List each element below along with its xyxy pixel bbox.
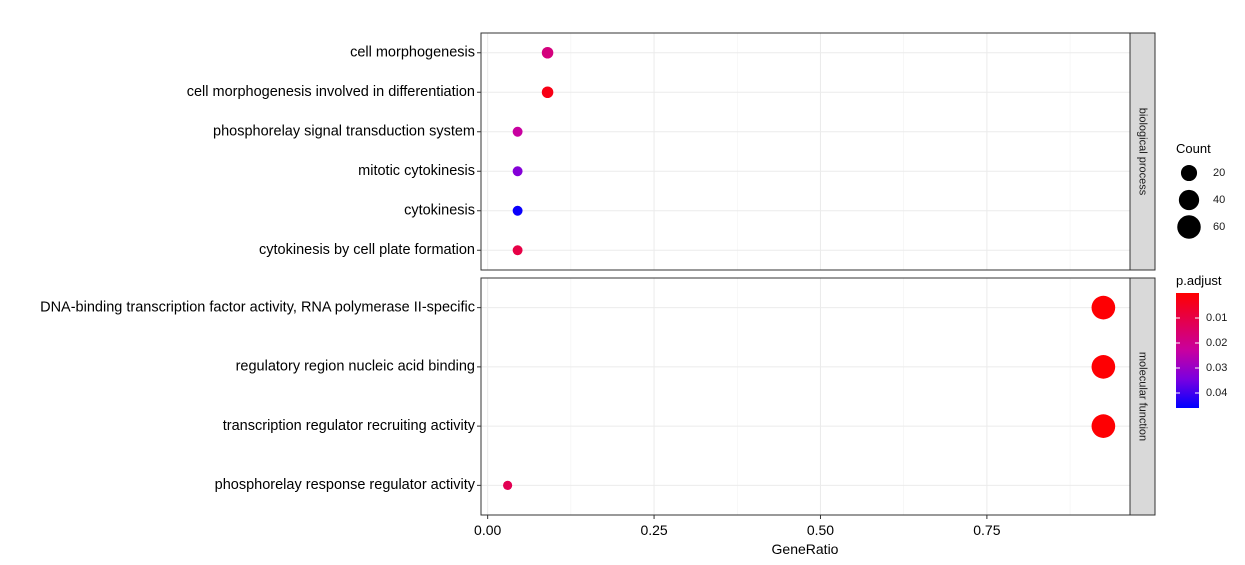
padj-colorbar — [1176, 293, 1199, 408]
data-point — [541, 46, 554, 59]
facet-panels: biological process cell morphogenesis cell… — [40, 32, 1156, 516]
facet-strip-label: molecular function — [1137, 352, 1149, 441]
facet-panel: biological process cell morphogenesis cell… — [187, 32, 1156, 271]
panel-border — [480, 277, 1131, 516]
count-legend-label: 20 — [1213, 167, 1225, 179]
facet-panel: molecular function DNA-binding transcript… — [40, 277, 1156, 516]
count-legend-dot — [1178, 189, 1200, 211]
panel-border — [480, 32, 1131, 271]
y-tick-label: cell morphogenesis involved in different… — [187, 84, 475, 100]
x-tick-label: 0.50 — [807, 522, 834, 538]
data-point — [1091, 355, 1116, 379]
data-point — [1091, 295, 1116, 320]
count-legend-entries: 20 40 60 — [1177, 164, 1225, 239]
padj-legend-ticks: 0.01 0.02 0.03 0.04 — [1176, 312, 1227, 399]
count-legend-dot — [1180, 164, 1198, 182]
y-tick-label: phosphorelay response regulator activity — [215, 477, 476, 493]
facet-strip — [1129, 277, 1156, 516]
x-tick-label: 0.00 — [474, 522, 501, 538]
padj-legend-label: 0.01 — [1206, 312, 1227, 324]
padj-legend-label: 0.04 — [1206, 387, 1227, 399]
padj-legend-label: 0.02 — [1206, 337, 1227, 349]
data-point — [541, 86, 554, 99]
y-tick-label: mitotic cytokinesis — [358, 163, 475, 179]
count-legend-title: Count — [1176, 141, 1211, 156]
data-point — [512, 166, 523, 177]
count-legend-dot — [1177, 215, 1201, 239]
padj-legend-title: p.adjust — [1176, 273, 1222, 288]
y-tick-label: cytokinesis — [404, 203, 475, 219]
count-legend-label: 60 — [1213, 221, 1225, 233]
x-axis: GeneRatio 0.00 0.25 0.50 0.75 — [474, 515, 1001, 557]
y-tick-label: transcription regulator recruiting activ… — [223, 418, 476, 434]
y-tick-label: DNA-binding transcription factor activit… — [40, 299, 475, 315]
data-point — [1091, 414, 1116, 438]
y-tick-label: regulatory region nucleic acid binding — [236, 359, 475, 375]
padj-legend-label: 0.03 — [1206, 362, 1227, 374]
data-point — [512, 126, 523, 137]
y-tick-label: cell morphogenesis — [350, 45, 475, 61]
legend: Count 20 40 60 p.adjust 0.01 0.02 0.03 0.04 — [1176, 141, 1227, 408]
data-point — [512, 245, 523, 256]
facet-strip — [1129, 32, 1156, 271]
y-tick-label: phosphorelay signal transduction system — [213, 124, 475, 140]
count-legend-label: 40 — [1213, 194, 1225, 206]
facet-strip-label: biological process — [1137, 108, 1149, 196]
x-tick-label: 0.75 — [973, 522, 1000, 538]
x-axis-title: GeneRatio — [772, 541, 839, 557]
x-tick-label: 0.25 — [640, 522, 667, 538]
data-point — [512, 205, 523, 216]
data-point — [503, 480, 513, 490]
y-tick-label: cytokinesis by cell plate formation — [259, 242, 475, 258]
